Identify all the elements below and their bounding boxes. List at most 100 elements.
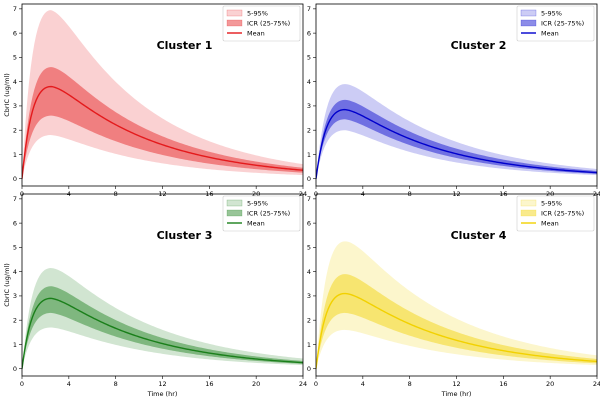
- legend-swatch: [520, 199, 537, 207]
- x-tick-label: 24: [593, 380, 600, 388]
- y-tick-label: 3: [307, 102, 311, 110]
- plot-area-4: [316, 241, 597, 369]
- x-tick-label: 20: [546, 380, 554, 388]
- band-5-95-4: [316, 241, 597, 369]
- x-tick-label: 0: [314, 380, 318, 388]
- y-tick-label: 7: [307, 195, 311, 203]
- plot-area-3: [22, 268, 303, 369]
- y-tick-label: 7: [13, 5, 17, 13]
- plot-area-1: [22, 10, 303, 179]
- legend-label: ICR (25-75%): [541, 20, 584, 28]
- legend-label: 5-95%: [247, 200, 268, 208]
- legend-swatch: [520, 19, 537, 27]
- y-tick-label: 1: [13, 341, 17, 349]
- y-tick-label: 4: [13, 78, 17, 86]
- legend-label: 5-95%: [541, 200, 562, 208]
- panel-title: Cluster 1: [157, 39, 213, 52]
- y-tick-label: 4: [13, 268, 17, 276]
- mean-line-2: [316, 108, 597, 179]
- x-tick-label: 16: [205, 380, 213, 388]
- legend-label: ICR (25-75%): [247, 20, 290, 28]
- plot-area-2: [316, 84, 597, 179]
- legend-box: [516, 5, 595, 42]
- y-tick-label: 0: [13, 175, 17, 183]
- y-tick-label: 0: [307, 365, 311, 373]
- y-tick-label: 0: [13, 365, 17, 373]
- x-tick-label: 20: [252, 380, 260, 388]
- y-tick-label: 0: [307, 175, 311, 183]
- y-tick-label: 4: [307, 268, 311, 276]
- x-tick-label: 12: [158, 380, 166, 388]
- y-tick-label: 6: [13, 29, 17, 37]
- y-tick-label: 2: [307, 316, 311, 324]
- y-tick-label: 7: [307, 5, 311, 13]
- legend-label: 5-95%: [541, 10, 562, 18]
- panel-title: Cluster 2: [451, 39, 507, 52]
- x-axis-label: Time (hr): [147, 390, 178, 398]
- y-tick-label: 3: [307, 292, 311, 300]
- legend-label: Mean: [541, 220, 559, 228]
- legend-swatch: [226, 209, 243, 217]
- y-tick-label: 2: [307, 126, 311, 134]
- legend-1: 5-95% ICR (25-75%) Mean: [222, 5, 301, 42]
- legend-swatch: [520, 9, 537, 17]
- x-tick-label: 4: [67, 380, 71, 388]
- panel-title: Cluster 3: [157, 229, 213, 242]
- legend-swatch: [226, 9, 243, 17]
- y-tick-label: 4: [307, 78, 311, 86]
- mean-line-4: [316, 292, 597, 369]
- mean-line-3: [22, 297, 303, 369]
- x-tick-label: 8: [408, 380, 412, 388]
- y-tick-label: 5: [307, 54, 311, 62]
- band-icr-4: [316, 274, 597, 369]
- y-tick-label: 1: [13, 151, 17, 159]
- band-5-95-2: [316, 84, 597, 179]
- y-axis-label: CbrIC (ug/ml): [3, 73, 11, 117]
- legend-2: 5-95% ICR (25-75%) Mean: [516, 5, 595, 42]
- legend-label: Mean: [541, 30, 559, 38]
- legend-label: ICR (25-75%): [247, 210, 290, 218]
- legend-box: [222, 5, 301, 42]
- x-tick-label: 4: [361, 380, 365, 388]
- legend-label: Mean: [247, 220, 265, 228]
- y-tick-label: 1: [307, 341, 311, 349]
- legend-box: [516, 195, 595, 232]
- legend-box: [222, 195, 301, 232]
- y-tick-label: 2: [13, 126, 17, 134]
- y-tick-label: 5: [13, 54, 17, 62]
- x-tick-label: 0: [20, 380, 24, 388]
- band-5-95-1: [22, 10, 303, 179]
- y-tick-label: 7: [13, 195, 17, 203]
- y-tick-label: 5: [307, 244, 311, 252]
- y-tick-label: 1: [307, 151, 311, 159]
- x-axis-label: Time (hr): [441, 390, 472, 398]
- x-tick-label: 24: [299, 380, 307, 388]
- legend-label: ICR (25-75%): [541, 210, 584, 218]
- legend-swatch: [520, 209, 537, 217]
- y-axis-label: CbrIC (ug/ml): [3, 263, 11, 307]
- legend-3: 5-95% ICR (25-75%) Mean: [222, 195, 301, 232]
- y-tick-label: 3: [13, 102, 17, 110]
- mean-line-1: [22, 85, 303, 179]
- y-tick-label: 5: [13, 244, 17, 252]
- legend-swatch: [226, 19, 243, 27]
- legend-swatch: [226, 199, 243, 207]
- y-tick-label: 3: [13, 292, 17, 300]
- y-tick-label: 6: [307, 219, 311, 227]
- y-tick-label: 6: [13, 219, 17, 227]
- legend-label: 5-95%: [247, 10, 268, 18]
- x-tick-label: 8: [114, 380, 118, 388]
- x-tick-label: 16: [499, 380, 507, 388]
- legend-4: 5-95% ICR (25-75%) Mean: [516, 195, 595, 232]
- y-tick-label: 2: [13, 316, 17, 324]
- x-tick-label: 12: [452, 380, 460, 388]
- y-tick-label: 6: [307, 29, 311, 37]
- legend-label: Mean: [247, 30, 265, 38]
- panel-title: Cluster 4: [451, 229, 507, 242]
- band-5-95-3: [22, 268, 303, 369]
